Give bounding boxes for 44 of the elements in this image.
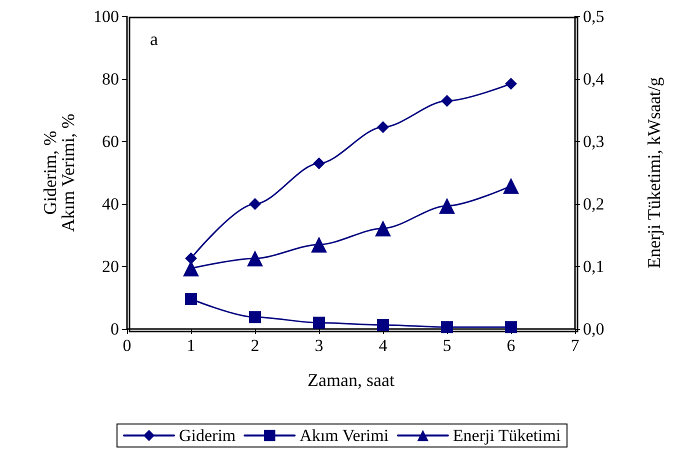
y-tick-label: 60	[102, 132, 119, 151]
y2-tick-label: 0,2	[583, 194, 604, 214]
point	[439, 198, 455, 214]
x-tick-label: 5	[442, 336, 452, 355]
x-tick-label: 2	[250, 336, 260, 355]
point	[441, 321, 453, 334]
y-axis-title: Giderim, % Akım Verimi, %	[40, 114, 78, 232]
y-tick-label: 80	[102, 70, 119, 88]
y2-tick-label: 0,3	[583, 132, 604, 151]
point	[505, 321, 517, 334]
point	[313, 316, 325, 329]
y2-tick-label: 0,5	[583, 7, 604, 26]
x-tick-label: 6	[506, 336, 516, 355]
point	[313, 157, 325, 170]
point	[185, 293, 197, 305]
point	[505, 78, 517, 90]
x-tick-label: 1	[186, 336, 196, 355]
y-tick-label: 100	[94, 7, 119, 26]
point	[441, 94, 453, 107]
x-tick-label: 4	[378, 336, 388, 355]
point	[377, 121, 389, 134]
y2-tick-label: 0,4	[583, 70, 605, 88]
point	[249, 198, 261, 210]
annotation: a	[150, 29, 158, 49]
x-tick-label: 7	[570, 336, 580, 355]
point	[503, 178, 519, 194]
legend-label: Akım Verimi	[300, 426, 389, 445]
point	[185, 252, 197, 264]
point	[375, 220, 391, 236]
legend-label: Enerji Tüketimi	[452, 426, 561, 445]
x-tick-label: 3	[314, 336, 324, 355]
point	[249, 311, 261, 324]
legend-label: Giderim	[179, 426, 236, 445]
y-tick-label: 40	[102, 194, 119, 214]
point	[247, 250, 263, 266]
y2-axis-title: Enerji Tüketimi, kWsaat/g	[644, 77, 664, 268]
point	[311, 236, 327, 253]
y-tick-label: 0	[110, 320, 119, 338]
y2-tick-label: 0,1	[583, 257, 604, 276]
y-tick-label: 20	[102, 257, 119, 276]
point	[377, 318, 389, 331]
y2-tick-label: 0,0	[583, 320, 604, 338]
x-axis-title: Zaman, saat	[308, 370, 394, 390]
x-tick-label: 0	[122, 336, 132, 355]
